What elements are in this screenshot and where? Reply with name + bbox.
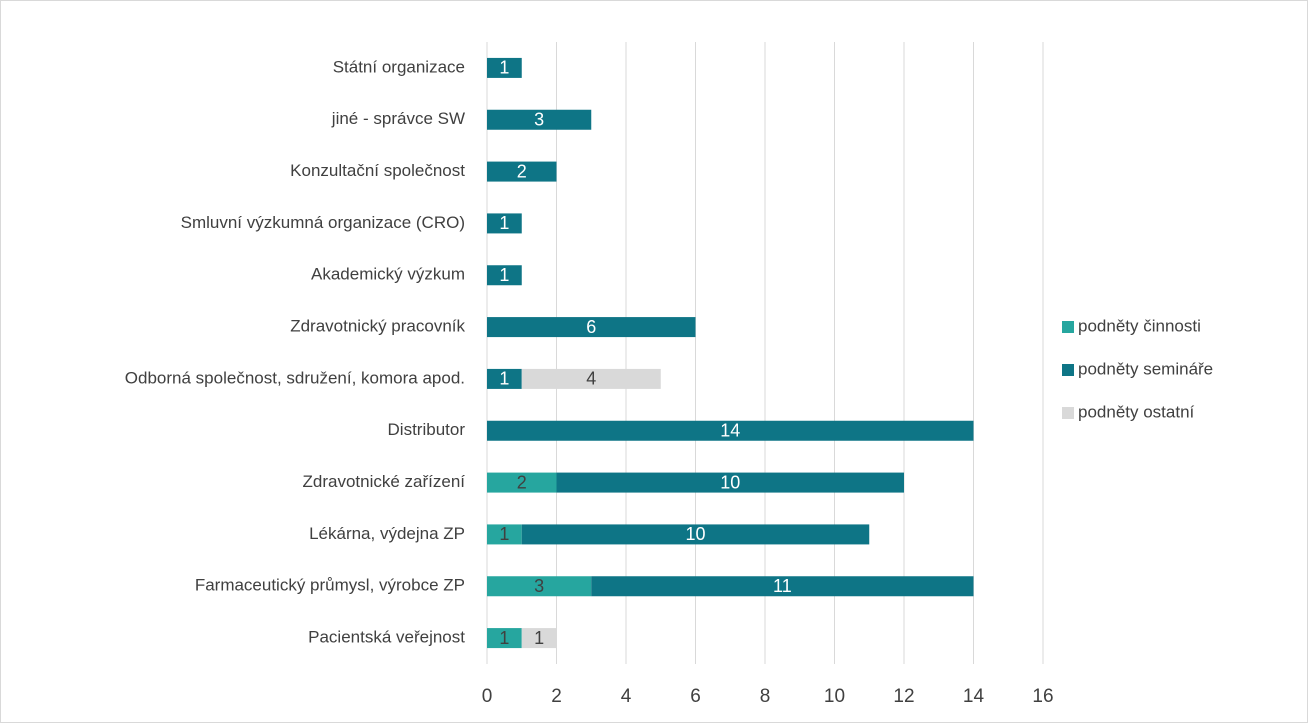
data-label: 10 [720,472,740,492]
data-label: 2 [517,161,527,181]
data-label: 4 [586,369,596,389]
bar-segment [487,265,522,286]
y-tick-label: Smluvní výzkumná organizace (CRO) [181,213,465,232]
bar-segment [487,161,557,182]
bar-segment [487,109,592,130]
bar-segment [521,368,661,389]
data-label: 11 [773,576,792,596]
data-label: 1 [499,524,509,544]
x-tick-label: 0 [482,686,493,707]
x-tick-label: 8 [760,686,771,707]
x-tick-label: 16 [1032,686,1053,707]
data-label: 10 [685,524,705,544]
y-tick-label: Konzultační společnost [290,161,465,180]
data-label: 1 [534,628,544,648]
y-tick-label: Lékárna, výdejna ZP [309,524,465,543]
data-label: 1 [499,265,509,285]
y-tick-label: Distributor [388,420,466,439]
bar-segment [591,576,974,597]
data-label: 2 [517,472,527,492]
y-tick-label: jiné - správce SW [331,109,465,128]
y-tick-label: Akademický výzkum [311,265,465,284]
bar-segment [487,317,696,338]
bar-segment [521,524,870,545]
legend-label: podněty činnosti [1078,316,1201,335]
data-label: 1 [499,213,509,233]
x-tick-label: 4 [621,686,632,707]
x-tick-label: 12 [893,686,914,707]
data-label: 3 [534,576,544,596]
y-tick-label: Pacientská veřejnost [308,628,465,647]
data-label: 14 [720,421,740,441]
data-label: 1 [499,58,509,78]
x-tick-label: 10 [824,686,845,707]
data-label: 3 [534,110,544,130]
legend-swatch [1062,321,1074,333]
bar-segment [487,57,522,78]
bar-segment [487,368,522,389]
bar-segment [487,213,522,234]
x-tick-label: 2 [551,686,562,707]
legend-label: podněty semináře [1078,359,1213,378]
y-tick-label: Zdravotnický pracovník [290,317,465,336]
y-tick-label: Státní organizace [333,57,465,76]
bar-segment [487,576,592,597]
bar-segment [487,524,522,545]
x-tick-label: 14 [963,686,985,707]
legend-swatch [1062,364,1074,376]
bar-segment [556,472,904,493]
y-tick-label: Farmaceutický průmysl, výrobce ZP [195,576,465,595]
y-tick-label: Zdravotnické zařízení [302,472,465,491]
legend-label: podněty ostatní [1078,402,1195,421]
bar-segment [487,420,974,441]
x-tick-label: 6 [690,686,701,707]
bar-segment [487,628,522,649]
y-tick-label: Odborná společnost, sdružení, komora apo… [125,368,465,387]
data-label: 1 [499,369,509,389]
legend-swatch [1062,407,1074,419]
data-label: 1 [499,628,509,648]
data-label: 6 [586,317,596,337]
bar-segment [521,628,557,649]
bar-segment [487,472,557,493]
